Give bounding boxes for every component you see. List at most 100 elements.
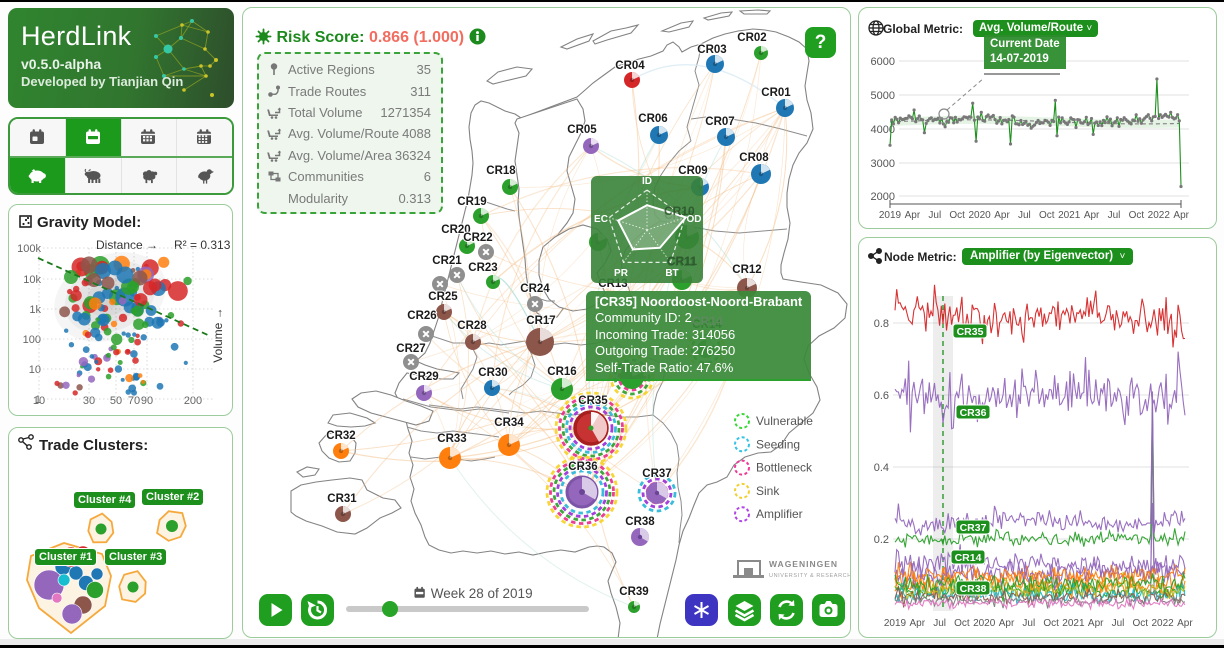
svg-text:PR: PR — [614, 268, 629, 279]
svg-text:WAGENINGEN: WAGENINGEN — [769, 559, 838, 569]
svg-text:100: 100 — [23, 334, 41, 346]
svg-text:Node Metric:: Node Metric: — [884, 250, 957, 264]
svg-text:CR20: CR20 — [441, 224, 470, 236]
svg-text:CR02: CR02 — [737, 32, 766, 44]
svg-text:2021: 2021 — [1058, 210, 1081, 221]
svg-text:CR39: CR39 — [619, 586, 648, 598]
svg-text:Apr: Apr — [1084, 210, 1100, 221]
svg-text:CR16: CR16 — [547, 366, 576, 378]
svg-text:Sink: Sink — [756, 484, 780, 498]
svg-text:CR06: CR06 — [638, 113, 667, 125]
svg-text:50: 50 — [110, 395, 122, 407]
svg-text:CR07: CR07 — [705, 116, 734, 128]
svg-text:Apr: Apr — [1177, 618, 1193, 629]
svg-text:CR18: CR18 — [486, 165, 516, 177]
svg-text:CR09: CR09 — [678, 165, 707, 177]
svg-text:CR25: CR25 — [428, 291, 458, 303]
svg-text:Trade Clusters:: Trade Clusters: — [39, 437, 148, 454]
svg-text:CR38: CR38 — [625, 516, 655, 528]
svg-text:CR36: CR36 — [568, 461, 597, 473]
svg-text:UNIVERSITY & RESEARCH: UNIVERSITY & RESEARCH — [769, 573, 850, 579]
svg-text:Global Metric:: Global Metric: — [883, 22, 963, 36]
svg-text:CR33: CR33 — [437, 433, 466, 445]
svg-text:Jul: Jul — [1108, 210, 1121, 221]
svg-text:4000: 4000 — [871, 124, 895, 136]
svg-text:CR04: CR04 — [615, 60, 645, 72]
svg-text:Apr: Apr — [910, 618, 926, 629]
svg-text:CR01: CR01 — [761, 87, 791, 99]
svg-text:Apr: Apr — [999, 618, 1015, 629]
svg-text:CR29: CR29 — [409, 371, 438, 383]
svg-text:CR03: CR03 — [697, 44, 726, 56]
svg-text:90: 90 — [141, 395, 153, 407]
svg-text:0.4: 0.4 — [874, 462, 889, 474]
svg-text:CR31: CR31 — [327, 493, 357, 505]
svg-text:Apr: Apr — [905, 210, 921, 221]
svg-text:CR12: CR12 — [732, 264, 761, 276]
svg-text:BT: BT — [665, 268, 678, 279]
svg-text:CR38: CR38 — [960, 583, 987, 595]
svg-text:10: 10 — [33, 395, 45, 407]
svg-text:Oct: Oct — [949, 210, 965, 221]
svg-text:CR37: CR37 — [642, 468, 671, 480]
svg-text:R² = 0.313: R² = 0.313 — [174, 238, 231, 252]
svg-text:CR37: CR37 — [960, 522, 987, 534]
svg-text:CR19: CR19 — [457, 196, 486, 208]
svg-text:0.8: 0.8 — [874, 318, 889, 330]
svg-text:Oct: Oct — [954, 618, 970, 629]
svg-text:Amplifier: Amplifier — [756, 507, 803, 521]
svg-text:1: 1 — [35, 394, 41, 406]
svg-text:200: 200 — [184, 395, 202, 407]
svg-text:Jul: Jul — [1022, 618, 1035, 629]
svg-text:0.6: 0.6 — [874, 390, 889, 402]
svg-text:0.2: 0.2 — [874, 534, 889, 546]
svg-text:Apr: Apr — [994, 210, 1010, 221]
svg-text:10k: 10k — [23, 274, 41, 286]
svg-text:CR14: CR14 — [955, 552, 982, 564]
svg-text:Distance →: Distance → — [96, 238, 158, 252]
svg-text:Jul: Jul — [928, 210, 941, 221]
svg-text:CR34: CR34 — [494, 417, 524, 429]
svg-text:2021: 2021 — [1062, 618, 1085, 629]
svg-text:CR24: CR24 — [520, 283, 550, 295]
svg-text:CR22: CR22 — [463, 232, 492, 244]
svg-text:Jul: Jul — [1112, 618, 1125, 629]
svg-text:Bottleneck: Bottleneck — [756, 461, 813, 475]
svg-text:CR28: CR28 — [457, 320, 487, 332]
svg-text:CR23: CR23 — [468, 262, 497, 274]
svg-text:2000: 2000 — [871, 191, 895, 203]
svg-text:CR08: CR08 — [739, 152, 769, 164]
svg-text:Apr: Apr — [1088, 618, 1104, 629]
svg-text:CR26: CR26 — [407, 310, 436, 322]
svg-text:2020: 2020 — [968, 210, 991, 221]
svg-text:Oct: Oct — [1133, 618, 1149, 629]
svg-text:EC: EC — [594, 214, 608, 225]
svg-text:Oct: Oct — [1043, 618, 1059, 629]
svg-text:1k: 1k — [29, 304, 41, 316]
svg-text:2022: 2022 — [1148, 210, 1171, 221]
svg-text:70: 70 — [128, 395, 140, 407]
svg-text:30: 30 — [83, 395, 95, 407]
svg-text:5000: 5000 — [871, 90, 895, 102]
svg-text:10: 10 — [29, 364, 41, 376]
svg-text:Volume →: Volume → — [211, 307, 225, 362]
svg-text:OD: OD — [687, 214, 702, 225]
svg-text:CR32: CR32 — [326, 430, 355, 442]
svg-text:6000: 6000 — [871, 56, 895, 68]
svg-text:ID: ID — [642, 176, 652, 187]
svg-text:Seeding: Seeding — [756, 437, 800, 451]
svg-text:Oct: Oct — [1039, 210, 1055, 221]
svg-text:CR36: CR36 — [960, 407, 987, 419]
svg-text:2019: 2019 — [884, 618, 907, 629]
svg-text:Jul: Jul — [933, 618, 946, 629]
svg-text:100k: 100k — [17, 243, 41, 255]
svg-text:CR05: CR05 — [567, 124, 597, 136]
svg-text:2019: 2019 — [879, 210, 902, 221]
svg-text:CR35: CR35 — [957, 326, 984, 338]
svg-text:CR35: CR35 — [578, 395, 608, 407]
svg-text:Oct: Oct — [1129, 210, 1145, 221]
svg-text:CR21: CR21 — [432, 255, 462, 267]
svg-text:Apr: Apr — [1173, 210, 1189, 221]
svg-text:Gravity Model:: Gravity Model: — [37, 214, 141, 231]
svg-text:3000: 3000 — [871, 158, 895, 170]
